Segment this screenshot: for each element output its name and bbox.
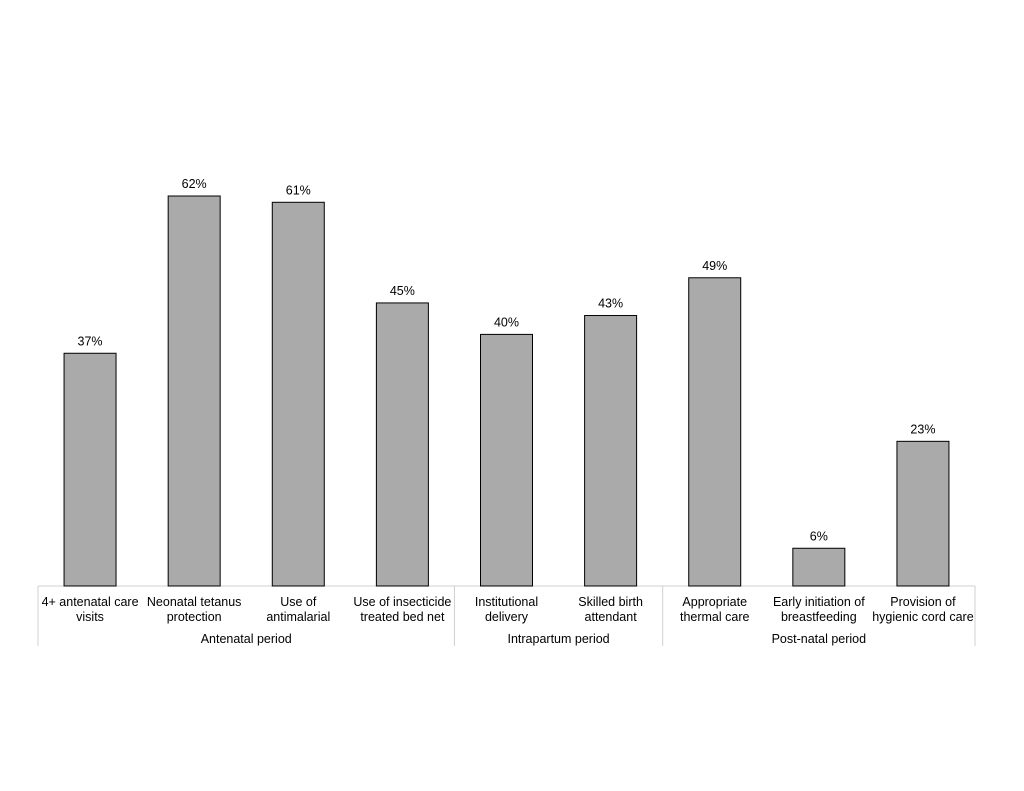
bars	[63, 195, 950, 587]
bar	[375, 302, 429, 587]
data-label: 62%	[182, 177, 207, 191]
data-label: 45%	[390, 284, 415, 298]
group-label: Intrapartum period	[507, 632, 609, 646]
category-label: Skilled birth attendant	[578, 595, 643, 624]
category-label: 4+ antenatal care visits	[42, 595, 139, 624]
group-label: Antenatal period	[201, 632, 292, 646]
bar	[480, 333, 533, 587]
bar	[271, 201, 325, 587]
category-label: Provision of hygienic cord care	[872, 595, 973, 624]
data-label: 61%	[286, 183, 311, 197]
bar	[63, 352, 117, 587]
category-label: Institutional delivery	[475, 595, 538, 624]
group-label: Post-natal period	[772, 632, 867, 646]
category-label: Appropriate thermal care	[680, 595, 750, 624]
category-label: Use of insecticide treated bed net	[353, 595, 451, 624]
category-label: Use of antimalarial	[266, 595, 330, 624]
data-label: 23%	[910, 422, 935, 436]
data-label: 40%	[494, 315, 519, 329]
bar	[167, 195, 221, 587]
data-label: 6%	[810, 529, 828, 543]
data-label: 49%	[702, 259, 727, 273]
labels: 37% 4+ antenatal care visits 62% Neonatal te…	[42, 177, 974, 646]
data-label: 37%	[78, 334, 103, 348]
category-label: Early initiation of breastfeeding	[773, 595, 865, 624]
bar	[896, 440, 950, 587]
bar	[688, 277, 742, 587]
data-label: 43%	[598, 297, 623, 311]
bar	[584, 315, 638, 587]
bar	[792, 547, 846, 587]
category-label: Neonatal tetanus protection	[147, 595, 242, 624]
